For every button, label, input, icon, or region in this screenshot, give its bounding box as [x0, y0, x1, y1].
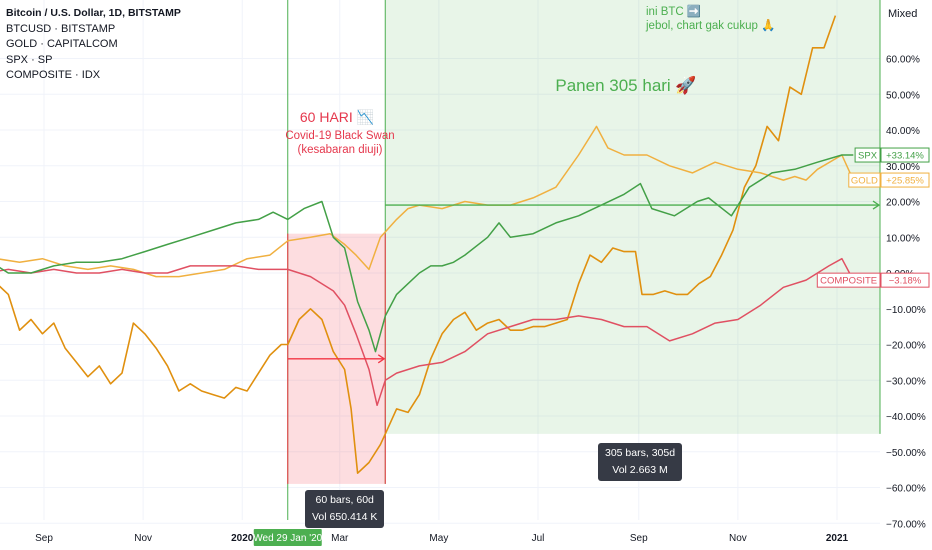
y-tick-label: −70.00%: [886, 519, 926, 530]
series-layer: [0, 15, 854, 475]
series-line-spx: [0, 154, 854, 353]
series-value-tag: [880, 272, 930, 288]
series-value-tag-text: +25.85%: [886, 176, 924, 187]
x-tick-label: Sep: [630, 533, 648, 544]
y-tick-label: −20.00%: [886, 341, 926, 352]
series-name-tag: [848, 172, 881, 188]
y-tick-label: −60.00%: [886, 484, 926, 495]
y-tick-label: 50.00%: [886, 90, 920, 101]
legend-item-btcusd[interactable]: BTCUSD · BITSTAMP: [6, 22, 116, 35]
y-tick-label: −50.00%: [886, 448, 926, 459]
crosshair-date-badge: [253, 529, 322, 546]
series-value-tag: [880, 172, 930, 188]
measure-green-vol: Vol 2.663 M: [612, 464, 668, 476]
y-tick-label: −30.00%: [886, 376, 926, 387]
crash-line1: Covid-19 Black Swan: [285, 130, 394, 142]
x-tick-label: Nov: [134, 533, 152, 544]
series-line-btcusd: [0, 15, 837, 475]
series-line-composite: [0, 257, 854, 407]
scale-mode-button[interactable]: Mixed: [888, 8, 918, 20]
measure-arrows: [287, 200, 881, 364]
measure-red-vol: Vol 650.414 K: [312, 511, 378, 523]
x-tick-label: 2021: [826, 533, 849, 544]
rally-title: Panen 305 hari 🚀: [555, 75, 696, 95]
y-tick-label: −10.00%: [886, 305, 926, 316]
measure-red-bars: 60 bars, 60d: [315, 494, 374, 506]
x-tick-label: Mar: [331, 533, 349, 544]
y-tick-label: 20.00%: [886, 198, 920, 209]
y-tick-label: 30.00%: [886, 162, 920, 173]
legend-item-gold[interactable]: GOLD · CAPITALCOM: [6, 38, 118, 50]
x-tick-label: Nov: [729, 533, 747, 544]
x-tick-label: 2020: [231, 533, 254, 544]
btc-note-2: jebol, chart gak cukup 🙏: [645, 18, 775, 32]
series-name-tag: [854, 147, 881, 163]
crash-title: 60 HARI 📉: [300, 109, 374, 126]
measure-info-red: 60 bars, 60d Vol 650.414 K: [305, 490, 385, 528]
price-axis[interactable]: 60.00%50.00%40.00%30.00%20.00%10.00%0.00…: [886, 55, 926, 531]
series-value-tag-text: +33.14%: [886, 151, 924, 162]
legend-title: Bitcoin / U.S. Dollar, 1D, BITSTAMP: [6, 7, 181, 19]
y-tick-label: 60.00%: [886, 55, 920, 66]
crosshair-date-label: Wed 29 Jan '20: [253, 533, 322, 544]
chart-legend: Bitcoin / U.S. Dollar, 1D, BITSTAMP BTCU…: [6, 6, 181, 84]
series-name-tag: [816, 272, 881, 288]
crash-line2: (kesabaran diuji): [297, 144, 382, 156]
time-axis[interactable]: Sep Nov 2020 Mar May Jul Sep Nov 2021 Wed 29 Jan …: [35, 529, 849, 546]
btc-note-1: ini BTC ➡️: [646, 4, 701, 18]
series-value-tag: [880, 147, 930, 163]
y-tick-label: −40.00%: [886, 412, 926, 423]
measure-info-green: 305 bars, 305d Vol 2.663 M: [598, 443, 683, 481]
legend-item-spx[interactable]: SPX · SP: [6, 53, 53, 66]
y-tick-label: 40.00%: [886, 126, 920, 137]
series-last-value-labels: SPX +33.14% GOLD +25.85% COMPOSITE −3.18%: [816, 147, 930, 288]
series-name-tag-text: SPX: [858, 151, 878, 162]
grid: [0, 0, 880, 524]
crash-arrow-head: [377, 354, 386, 364]
rally-arrow-head: [872, 200, 881, 210]
rally-zone: [385, 0, 880, 434]
measure-green-bars: 305 bars, 305d: [605, 447, 676, 459]
y-tick-label: 10.00%: [886, 233, 920, 244]
x-tick-label: Sep: [35, 533, 53, 544]
x-tick-label: May: [429, 533, 448, 544]
series-value-tag-text: −3.18%: [889, 276, 922, 287]
x-tick-label: Jul: [532, 533, 545, 544]
series-name-tag-text: COMPOSITE: [820, 276, 877, 287]
legend-item-composite[interactable]: COMPOSITE · IDX: [6, 69, 101, 81]
series-name-tag-text: GOLD: [851, 176, 878, 187]
